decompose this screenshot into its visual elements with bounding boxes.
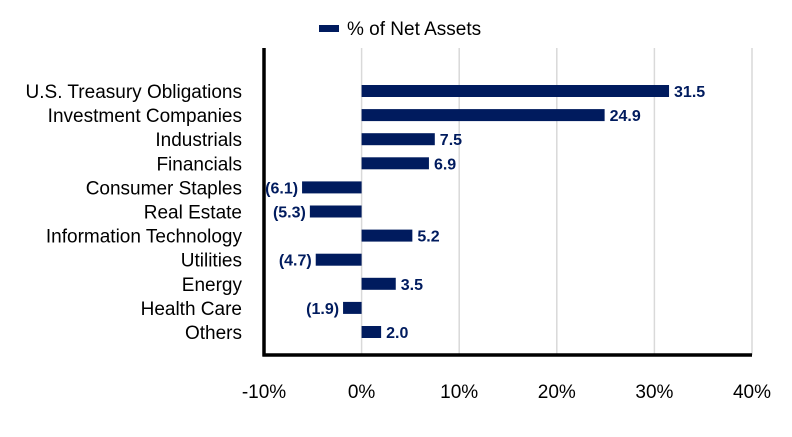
x-tick-label: 40% <box>733 382 771 403</box>
category-label: Consumer Staples <box>86 178 242 199</box>
axes <box>262 48 752 357</box>
data-label: (5.3) <box>273 205 306 222</box>
x-tick-label: 30% <box>635 382 673 403</box>
data-label: 7.5 <box>440 132 462 149</box>
data-label: 3.5 <box>401 277 423 294</box>
category-label: U.S. Treasury Obligations <box>26 82 242 103</box>
data-labels: 31.5 24.9 7.5 6.9 (6.1) (5.3) 5.2 (4.7) 3.5 (1.9)… <box>265 84 705 342</box>
data-label: (1.9) <box>306 301 339 318</box>
category-label: Real Estate <box>144 203 242 224</box>
bar <box>361 229 413 242</box>
data-label: 31.5 <box>674 84 705 101</box>
data-label: (6.1) <box>265 180 298 197</box>
category-label: Utilities <box>181 251 242 272</box>
category-label: Financials <box>156 154 242 175</box>
category-label: Energy <box>182 275 243 296</box>
category-label: Information Technology <box>46 227 243 248</box>
bar <box>361 109 605 122</box>
bar <box>361 85 670 97</box>
bar <box>361 326 382 338</box>
bar <box>309 205 362 218</box>
legend: % of Net Assets <box>319 19 481 40</box>
bar <box>361 157 429 170</box>
bar <box>361 277 396 290</box>
legend-label: % of Net Assets <box>347 19 481 40</box>
data-label: 6.9 <box>434 156 456 173</box>
x-tick-label: -10% <box>242 382 286 403</box>
category-label: Others <box>185 323 242 344</box>
data-label: (4.7) <box>279 253 312 270</box>
bar <box>302 181 362 194</box>
bars <box>302 85 670 338</box>
x-tick-label: 10% <box>440 382 478 403</box>
data-label: 2.0 <box>386 325 408 342</box>
bar <box>361 133 435 146</box>
bar <box>343 301 362 314</box>
x-tick-label: 0% <box>348 382 376 403</box>
x-tick-labels: -10% 0% 10% 20% 30% 40% <box>242 382 771 403</box>
category-label: Industrials <box>155 130 242 151</box>
category-label: Health Care <box>141 299 242 320</box>
bar <box>315 253 362 266</box>
legend-swatch <box>319 25 339 32</box>
data-label: 5.2 <box>417 229 439 246</box>
category-labels: U.S. Treasury Obligations Investment Comp… <box>26 82 243 344</box>
data-label: 24.9 <box>610 108 641 125</box>
category-label: Investment Companies <box>48 106 242 127</box>
x-tick-label: 20% <box>538 382 576 403</box>
